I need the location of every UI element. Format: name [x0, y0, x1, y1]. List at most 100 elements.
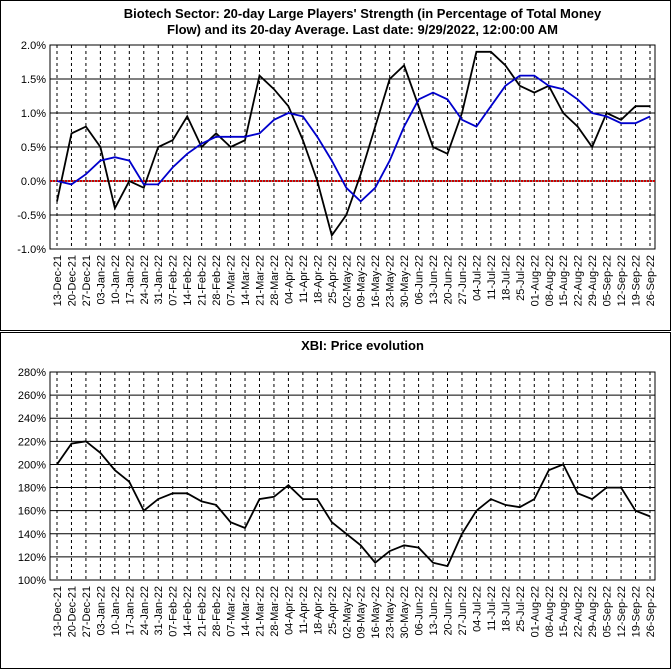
- x-tick-label: 27-Dec-21: [81, 586, 93, 637]
- x-tick-label: 05-Sep-22: [602, 255, 614, 306]
- x-tick-label: 09-May-22: [356, 586, 368, 639]
- x-tick-label: 16-May-22: [370, 255, 382, 308]
- x-tick-label: 22-Aug-22: [573, 586, 585, 637]
- x-tick-label: 28-Mar-22: [269, 586, 281, 637]
- x-tick-label: 25-Jul-22: [515, 586, 527, 632]
- y-tick-label: 0.5%: [21, 142, 46, 154]
- x-tick-label: 25-Apr-22: [327, 586, 339, 635]
- x-tick-label: 07-Feb-22: [168, 255, 180, 306]
- y-tick-label: 1.0%: [21, 108, 46, 120]
- y-tick-label: 1.5%: [21, 74, 46, 86]
- x-tick-label: 08-Aug-22: [544, 586, 556, 637]
- x-tick-label: 13-Dec-21: [52, 255, 64, 306]
- x-tick-label: 21-Feb-22: [197, 255, 209, 306]
- x-tick-label: 11-Apr-22: [298, 586, 310, 634]
- y-tick-label: 260%: [18, 390, 46, 402]
- x-tick-label: 07-Feb-22: [168, 586, 180, 637]
- chart-title: Flow) and its 20-day Average. Last date:…: [167, 22, 558, 37]
- x-tick-label: 07-Mar-22: [226, 255, 238, 306]
- y-tick-label: 200%: [18, 459, 46, 471]
- plot-area: [49, 371, 656, 581]
- x-tick-label: 14-Mar-22: [240, 586, 252, 637]
- y-tick-label: 0.0%: [21, 176, 46, 188]
- x-tick-label: 24-Jan-22: [139, 586, 151, 636]
- x-tick-label: 04-Jul-22: [471, 586, 483, 632]
- x-tick-label: 14-Feb-22: [182, 255, 194, 306]
- x-tick-label: 11-Apr-22: [298, 255, 310, 303]
- y-tick-label: 2.0%: [21, 40, 46, 52]
- x-tick-label: 07-Mar-22: [226, 586, 238, 637]
- x-tick-label: 12-Sep-22: [616, 255, 628, 306]
- x-tick-label: 29-Aug-22: [587, 255, 599, 306]
- x-tick-label: 26-Sep-22: [645, 255, 657, 306]
- x-tick-label: 06-Jun-22: [414, 586, 426, 636]
- x-tick-label: 13-Jun-22: [428, 586, 440, 636]
- x-tick-label: 31-Jan-22: [153, 586, 165, 636]
- x-tick-label: 03-Jan-22: [95, 586, 107, 636]
- x-tick-label: 21-Feb-22: [197, 586, 209, 637]
- x-tick-label: 11-Jul-22: [486, 586, 498, 631]
- x-tick-label: 05-Sep-22: [602, 586, 614, 637]
- x-tick-label: 18-Jul-22: [500, 586, 512, 632]
- x-tick-label: 20-Jun-22: [443, 586, 455, 636]
- chart-title: Biotech Sector: 20-day Large Players' St…: [124, 6, 602, 21]
- x-tick-label: 15-Aug-22: [558, 255, 570, 306]
- x-tick-label: 01-Aug-22: [529, 255, 541, 306]
- x-tick-label: 28-Mar-22: [269, 255, 281, 306]
- x-tick-label: 08-Aug-22: [544, 255, 556, 306]
- x-tick-label: 04-Apr-22: [283, 255, 295, 304]
- x-tick-label: 24-Jan-22: [139, 255, 151, 305]
- y-tick-label: 280%: [18, 367, 46, 379]
- x-tick-label: 27-Jun-22: [457, 586, 469, 636]
- x-tick-label: 15-Aug-22: [558, 586, 570, 637]
- y-tick-label: -0.5%: [17, 210, 46, 222]
- x-tick-label: 21-Mar-22: [254, 255, 266, 306]
- x-tick-label: 17-Jan-22: [124, 255, 136, 305]
- x-tick-label: 10-Jan-22: [110, 586, 122, 636]
- x-tick-label: 09-May-22: [356, 255, 368, 308]
- x-tick-label: 31-Jan-22: [153, 255, 165, 305]
- x-tick-label: 10-Jan-22: [110, 255, 122, 305]
- x-tick-label: 03-Jan-22: [95, 255, 107, 305]
- x-tick-label: 11-Jul-22: [486, 255, 498, 300]
- data-line: [56, 74, 651, 203]
- data-line: [56, 440, 651, 568]
- x-tick-label: 27-Dec-21: [81, 255, 93, 306]
- x-tick-label: 19-Sep-22: [631, 586, 643, 637]
- y-tick-label: -1.0%: [17, 244, 46, 256]
- y-tick-label: 220%: [18, 436, 46, 448]
- x-tick-label: 27-Jun-22: [457, 255, 469, 305]
- x-tick-label: 14-Mar-22: [240, 255, 252, 306]
- y-tick-label: 180%: [18, 483, 46, 495]
- y-tick-label: 160%: [18, 506, 46, 518]
- x-tick-label: 29-Aug-22: [587, 586, 599, 637]
- x-tick-label: 20-Dec-21: [66, 586, 78, 637]
- y-tick-label: 100%: [18, 575, 46, 587]
- x-tick-label: 28-Feb-22: [211, 586, 223, 637]
- chart-title: XBI: Price evolution: [301, 338, 424, 353]
- x-tick-label: 02-May-22: [341, 255, 353, 308]
- x-tick-label: 23-May-22: [385, 255, 397, 308]
- x-tick-label: 01-Aug-22: [529, 586, 541, 637]
- x-tick-label: 13-Dec-21: [52, 586, 64, 637]
- x-tick-label: 28-Feb-22: [211, 255, 223, 306]
- x-tick-label: 14-Feb-22: [182, 586, 194, 637]
- x-tick-label: 22-Aug-22: [573, 255, 585, 306]
- x-tick-label: 13-Jun-22: [428, 255, 440, 305]
- x-tick-label: 12-Sep-22: [616, 586, 628, 637]
- x-tick-label: 30-May-22: [399, 255, 411, 308]
- x-tick-label: 18-Apr-22: [312, 255, 324, 304]
- x-tick-label: 19-Sep-22: [631, 255, 643, 306]
- x-tick-label: 20-Jun-22: [443, 255, 455, 305]
- x-tick-label: 02-May-22: [341, 586, 353, 639]
- x-tick-label: 20-Dec-21: [66, 255, 78, 306]
- x-tick-label: 21-Mar-22: [254, 586, 266, 637]
- x-tick-label: 18-Jul-22: [500, 255, 512, 301]
- x-tick-label: 30-May-22: [399, 586, 411, 639]
- x-tick-label: 04-Jul-22: [471, 255, 483, 301]
- y-tick-label: 120%: [18, 552, 46, 564]
- x-tick-label: 26-Sep-22: [645, 586, 657, 637]
- x-tick-label: 18-Apr-22: [312, 586, 324, 635]
- x-tick-label: 25-Jul-22: [515, 255, 527, 301]
